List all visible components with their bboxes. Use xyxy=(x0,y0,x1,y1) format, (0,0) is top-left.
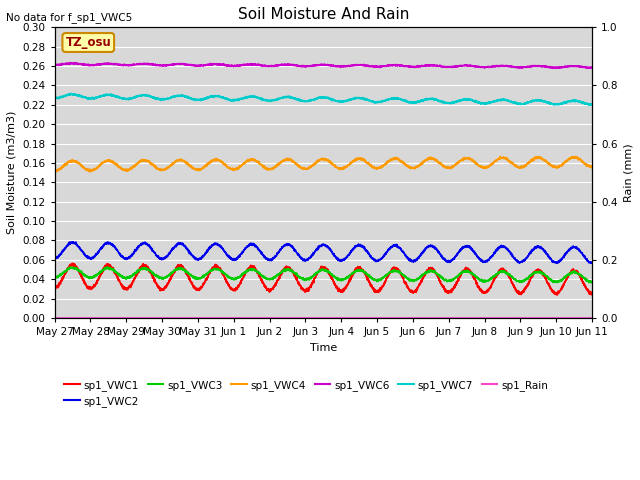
Y-axis label: Soil Moisture (m3/m3): Soil Moisture (m3/m3) xyxy=(7,111,17,234)
sp1_VWC4 xyxy=(497,154,504,159)
sp1_VWC3 xyxy=(588,279,596,285)
Line: sp1_VWC6: sp1_VWC6 xyxy=(54,62,592,68)
Line: sp1_VWC4: sp1_VWC4 xyxy=(54,156,592,172)
sp1_VWC1 xyxy=(112,273,120,278)
sp1_VWC2 xyxy=(578,250,586,256)
sp1_VWC7 xyxy=(112,93,120,99)
sp1_VWC1 xyxy=(51,284,58,289)
Text: No data for f_sp1_VWC5: No data for f_sp1_VWC5 xyxy=(6,12,132,23)
sp1_VWC6 xyxy=(578,64,586,70)
sp1_VWC3 xyxy=(280,267,288,273)
Line: sp1_VWC7: sp1_VWC7 xyxy=(54,94,592,105)
sp1_VWC1 xyxy=(144,266,152,272)
Text: TZ_osu: TZ_osu xyxy=(65,36,111,49)
sp1_VWC2 xyxy=(280,242,288,248)
sp1_VWC7 xyxy=(588,102,596,108)
sp1_Rain xyxy=(588,315,596,321)
Line: sp1_VWC3: sp1_VWC3 xyxy=(54,267,592,283)
sp1_VWC3 xyxy=(144,266,152,272)
sp1_VWC3 xyxy=(520,278,527,284)
sp1_VWC2 xyxy=(257,249,265,254)
sp1_VWC6 xyxy=(70,60,78,65)
sp1_VWC7 xyxy=(520,101,527,107)
sp1_VWC7 xyxy=(51,94,58,100)
sp1_VWC4 xyxy=(257,161,265,167)
sp1_VWC3 xyxy=(257,272,265,278)
sp1_VWC3 xyxy=(578,274,586,279)
sp1_Rain xyxy=(520,315,527,321)
sp1_VWC4 xyxy=(280,158,288,164)
sp1_VWC1 xyxy=(280,266,288,272)
sp1_Rain xyxy=(257,315,264,321)
sp1_Rain xyxy=(144,315,152,321)
Legend: sp1_VWC1, sp1_VWC2, sp1_VWC3, sp1_VWC4, sp1_VWC6, sp1_VWC7, sp1_Rain: sp1_VWC1, sp1_VWC2, sp1_VWC3, sp1_VWC4, … xyxy=(60,375,552,411)
sp1_VWC1 xyxy=(68,261,76,266)
sp1_VWC7 xyxy=(586,102,594,108)
sp1_VWC4 xyxy=(144,158,152,164)
sp1_VWC6 xyxy=(550,65,558,71)
sp1_VWC2 xyxy=(112,246,120,252)
sp1_VWC1 xyxy=(520,289,527,295)
sp1_VWC2 xyxy=(144,242,152,248)
sp1_VWC6 xyxy=(112,61,120,67)
sp1_Rain xyxy=(51,315,58,321)
sp1_VWC2 xyxy=(520,258,527,264)
sp1_VWC4 xyxy=(578,158,586,164)
sp1_VWC6 xyxy=(520,64,527,70)
sp1_VWC2 xyxy=(70,239,77,245)
sp1_VWC7 xyxy=(578,100,586,106)
sp1_Rain xyxy=(280,315,288,321)
X-axis label: Time: Time xyxy=(310,343,337,352)
Y-axis label: Rain (mm): Rain (mm) xyxy=(623,144,633,202)
sp1_VWC7 xyxy=(144,93,152,98)
Title: Soil Moisture And Rain: Soil Moisture And Rain xyxy=(237,7,409,22)
sp1_VWC7 xyxy=(280,94,288,100)
sp1_VWC3 xyxy=(104,264,111,270)
sp1_VWC7 xyxy=(67,91,75,96)
sp1_VWC4 xyxy=(520,165,528,170)
sp1_VWC4 xyxy=(52,169,60,175)
sp1_VWC6 xyxy=(588,65,596,71)
sp1_VWC2 xyxy=(588,260,596,265)
sp1_VWC3 xyxy=(587,280,595,286)
sp1_VWC1 xyxy=(578,276,586,281)
sp1_VWC6 xyxy=(280,62,288,68)
sp1_VWC1 xyxy=(588,291,596,297)
sp1_VWC4 xyxy=(112,162,120,168)
sp1_VWC2 xyxy=(588,261,595,266)
sp1_VWC4 xyxy=(51,167,58,173)
sp1_VWC1 xyxy=(554,292,561,298)
sp1_VWC6 xyxy=(144,60,152,66)
sp1_VWC1 xyxy=(257,277,265,283)
sp1_Rain xyxy=(577,315,585,321)
sp1_VWC6 xyxy=(257,62,265,68)
sp1_Rain xyxy=(112,315,120,321)
sp1_VWC4 xyxy=(588,164,596,169)
sp1_VWC2 xyxy=(51,254,58,260)
sp1_VWC3 xyxy=(112,270,120,276)
sp1_VWC7 xyxy=(257,96,265,101)
sp1_VWC6 xyxy=(51,62,58,68)
Line: sp1_VWC1: sp1_VWC1 xyxy=(54,264,592,295)
Line: sp1_VWC2: sp1_VWC2 xyxy=(54,242,592,264)
sp1_VWC3 xyxy=(51,274,58,279)
